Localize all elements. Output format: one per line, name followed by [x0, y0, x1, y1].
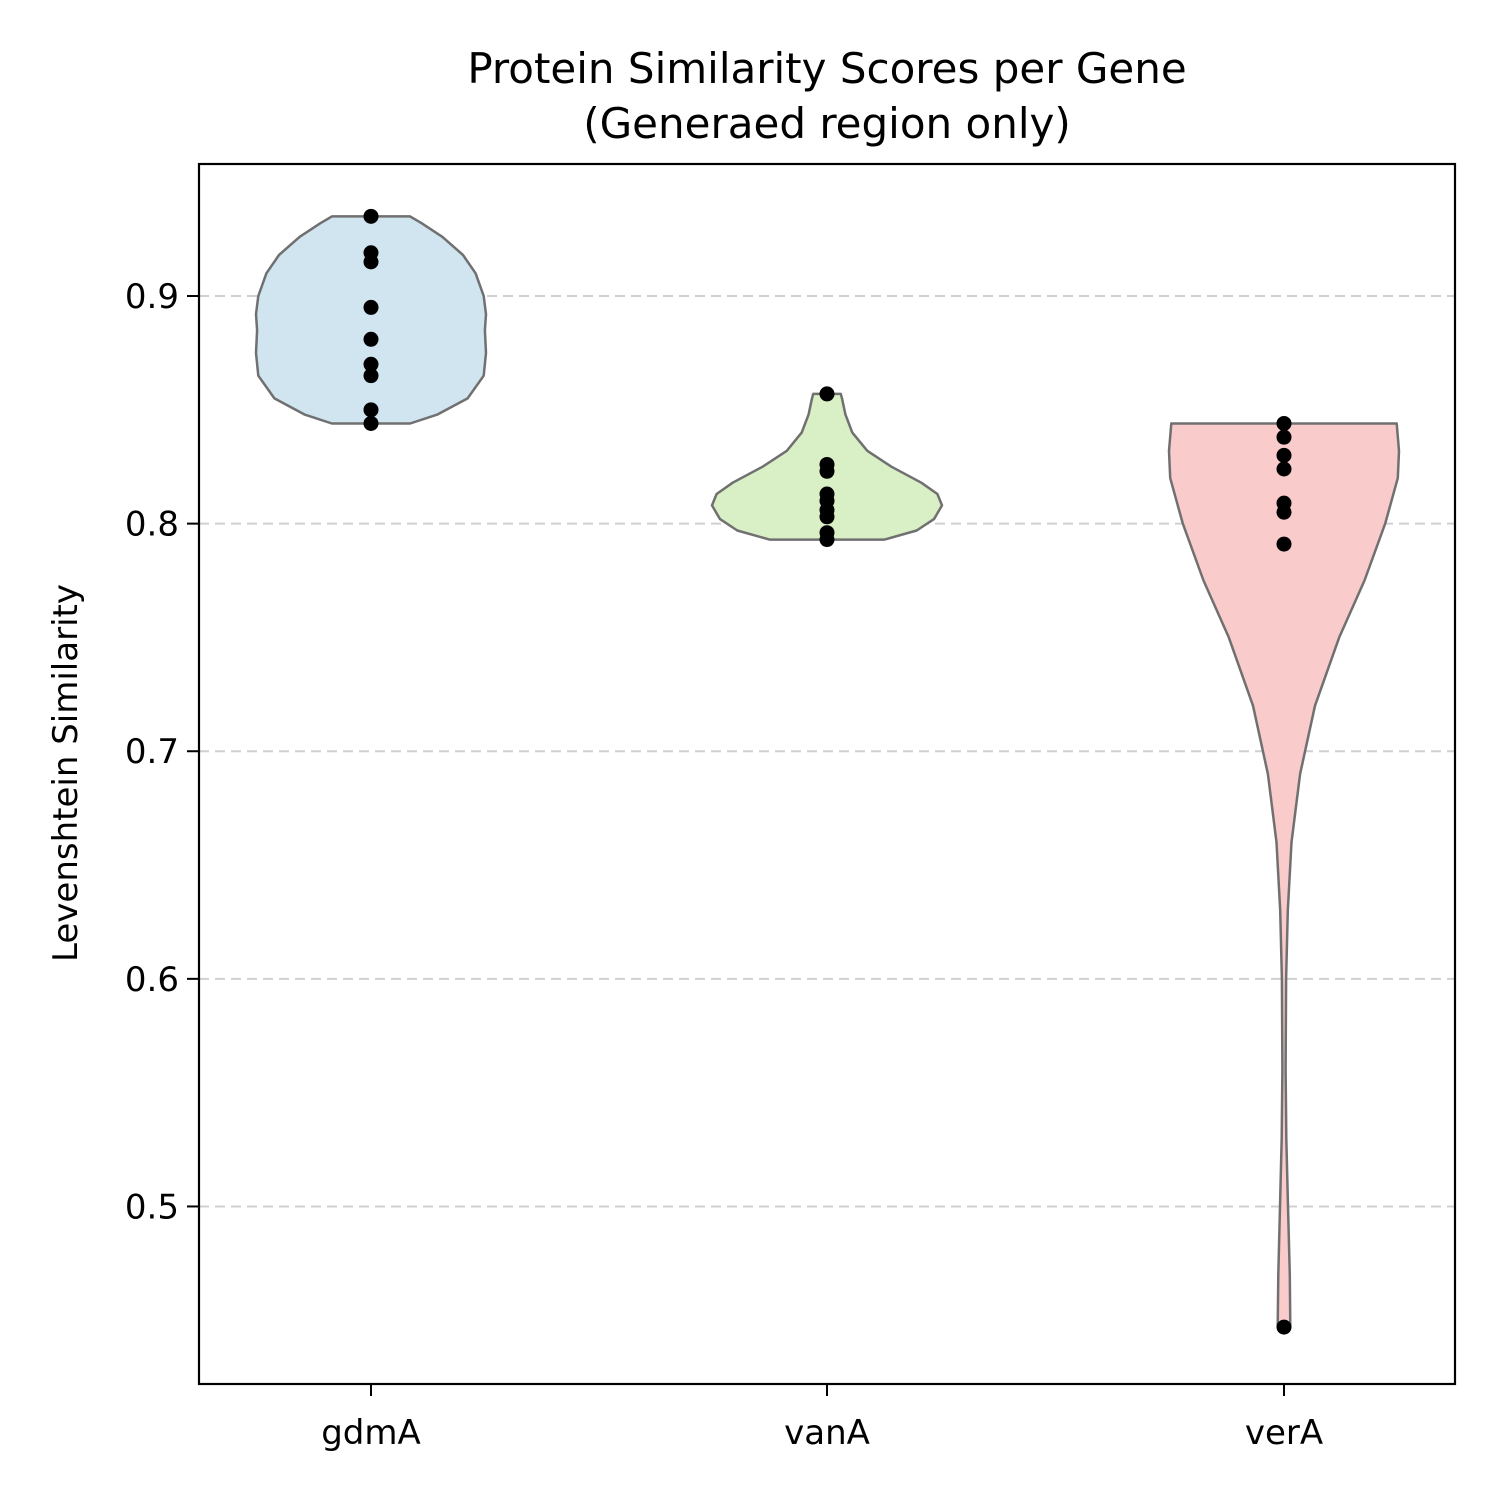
data-point-verA	[1276, 536, 1292, 552]
data-point-verA	[1276, 415, 1292, 431]
chart-title-line-2: (Generaed region only)	[583, 99, 1071, 148]
data-point-gdmA	[363, 402, 379, 418]
data-points	[363, 208, 1292, 1335]
data-point-vanA	[819, 509, 835, 525]
data-point-verA	[1276, 504, 1292, 520]
data-point-vanA	[819, 386, 835, 402]
y-tick-label: 0.8	[125, 505, 179, 545]
chart-title-line-1: Protein Similarity Scores per Gene	[467, 44, 1186, 93]
data-point-gdmA	[363, 368, 379, 384]
data-point-vanA	[819, 532, 835, 548]
x-tick-label: gdmA	[321, 1413, 421, 1453]
data-point-vanA	[819, 463, 835, 479]
violin-gdmA	[254, 215, 488, 425]
y-axis-label: Levenshtein Similarity	[46, 584, 86, 962]
y-tick-label: 0.7	[125, 732, 179, 772]
data-point-gdmA	[363, 331, 379, 347]
data-point-verA	[1276, 447, 1292, 463]
data-point-gdmA	[363, 415, 379, 431]
y-tick-label: 0.9	[125, 277, 179, 317]
data-point-gdmA	[363, 299, 379, 315]
x-tick-label: verA	[1245, 1413, 1323, 1453]
axes: 0.5 0.6 0.7 0.8 0.9 gdmA vanA verA	[125, 277, 1323, 1453]
y-tick-label: 0.5	[125, 1187, 179, 1227]
data-point-verA	[1276, 1319, 1292, 1335]
y-tick-label: 0.6	[125, 960, 179, 1000]
data-point-gdmA	[363, 254, 379, 270]
data-point-verA	[1276, 429, 1292, 445]
violins	[254, 215, 1401, 1329]
x-tick-label: vanA	[784, 1413, 870, 1453]
data-point-gdmA	[363, 208, 379, 224]
data-point-gdmA	[363, 356, 379, 372]
violin-verA	[1167, 422, 1401, 1329]
data-point-verA	[1276, 461, 1292, 477]
